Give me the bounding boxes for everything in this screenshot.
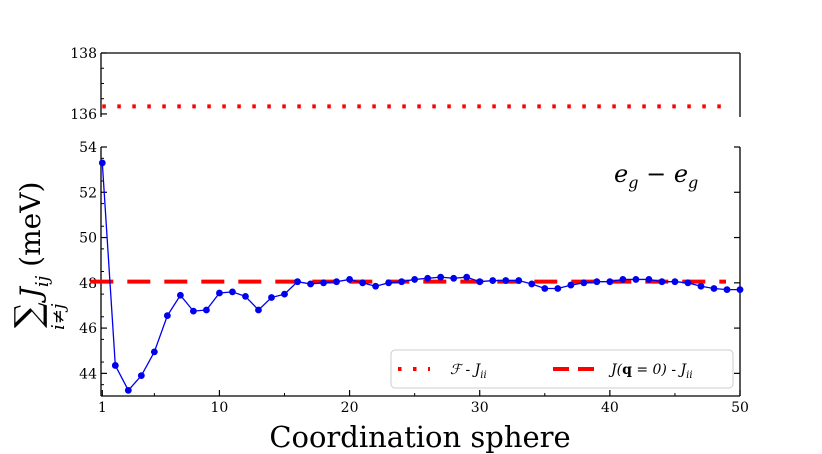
data-point [216, 289, 223, 297]
data-point [203, 306, 210, 314]
data-point [294, 278, 301, 286]
orbital-annotation: eg − eg [614, 160, 698, 192]
data-point [398, 278, 406, 286]
data-point [176, 291, 184, 299]
data-point [229, 288, 236, 296]
svg-text:∑Jij (meV): ∑Jij (meV) [8, 182, 53, 328]
data-point [736, 286, 744, 294]
data-point [658, 278, 666, 286]
data-point [697, 282, 705, 290]
upper-y-tick-label: 136 [70, 107, 97, 123]
upper-panel: 136 138 [70, 46, 741, 123]
x-axis-title: Coordination sphere [269, 420, 570, 454]
data-point [671, 278, 679, 286]
data-point [632, 276, 640, 283]
data-point [450, 274, 458, 282]
data-point [476, 278, 484, 286]
data-point [528, 280, 536, 288]
lower-y-tick-label: 44 [79, 366, 97, 382]
data-point [567, 281, 575, 289]
data-point [190, 307, 197, 315]
data-point [619, 276, 627, 283]
data-point [593, 278, 601, 286]
x-tick-label: 10 [211, 400, 229, 416]
x-ticks: 1 10 20 30 40 50 [98, 390, 749, 416]
upper-y-tick-label: 138 [70, 46, 97, 62]
data-point [359, 279, 366, 287]
data-point [163, 312, 171, 320]
data-point [281, 290, 288, 298]
lower-y-tick-label: 54 [79, 140, 97, 156]
data-point [98, 159, 106, 167]
data-point [385, 279, 393, 287]
legend-label-f: ℱ - Jii [450, 362, 487, 381]
x-tick-label: 40 [601, 400, 619, 416]
data-point [333, 278, 340, 286]
data-point [424, 274, 432, 282]
lower-y-tick-label: 52 [79, 185, 97, 201]
data-point [268, 294, 275, 301]
data-point [502, 277, 510, 284]
data-point [137, 372, 145, 380]
legend-label-jq0: J(q = 0) - Jii [608, 362, 693, 381]
data-point [111, 362, 119, 369]
upper-y-ticks: 136 138 [70, 46, 107, 123]
data-point [372, 282, 380, 290]
data-point [307, 280, 314, 288]
data-point [255, 306, 262, 314]
data-point [150, 348, 158, 356]
data-point [606, 278, 614, 286]
data-point [437, 273, 445, 281]
data-point [515, 277, 523, 284]
data-point [489, 277, 497, 284]
series-points [98, 159, 744, 394]
legend: ℱ - Jii J(q = 0) - Jii [390, 349, 734, 389]
x-tick-label: 30 [471, 400, 489, 416]
y-axis-title: ∑Jij (meV) i≠j [8, 182, 69, 330]
data-point [124, 386, 132, 394]
data-point [463, 273, 471, 281]
data-point [723, 286, 731, 294]
data-point [346, 276, 353, 283]
data-point [242, 293, 249, 300]
data-point [710, 285, 718, 292]
data-point [684, 279, 692, 287]
data-point [411, 276, 419, 283]
data-point [554, 285, 562, 292]
x-tick-label: 50 [731, 400, 749, 416]
data-point [320, 279, 327, 287]
lower-y-tick-label: 50 [79, 231, 97, 247]
lower-y-tick-label: 48 [79, 276, 97, 292]
data-point [580, 279, 588, 287]
data-point [541, 285, 549, 292]
svg-text:i≠j: i≠j [48, 303, 69, 330]
x-tick-label: 1 [98, 400, 107, 416]
lower-y-tick-label: 46 [79, 321, 97, 337]
data-point [645, 276, 653, 283]
x-tick-label: 20 [341, 400, 359, 416]
lower-panel: 44 46 48 50 52 54 1 10 20 30 40 50 [79, 140, 749, 416]
